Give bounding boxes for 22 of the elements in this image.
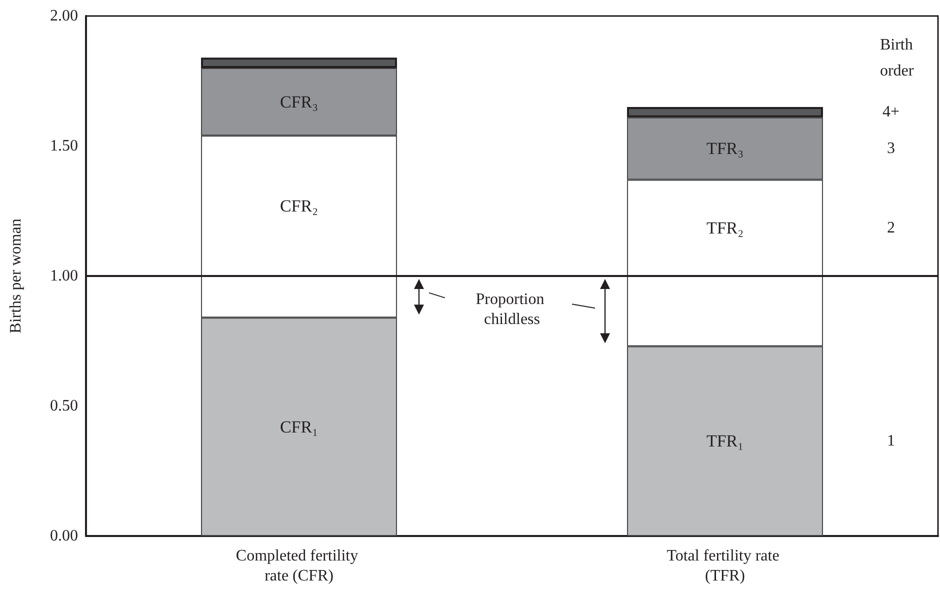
data-label: CFR₂ (280, 196, 318, 216)
legend-title: Birth order (880, 36, 917, 80)
y-tick-label: 0.00 (50, 528, 78, 544)
y-tick-label: 2.00 (50, 8, 78, 24)
y-tick-label: 1.00 (50, 268, 78, 284)
text: 4+ (882, 104, 900, 121)
bar (201, 58, 397, 68)
data-label: TFR₁ (706, 432, 744, 451)
data-label: TFR₂ (706, 218, 744, 238)
x-tick-label: Completed fertility rate (CFR) (236, 548, 362, 584)
data-label: CFR₁ (280, 417, 318, 436)
annotation: Proportion childless (476, 290, 548, 328)
text: 1 (886, 432, 895, 450)
y-tick-label: 0.50 (50, 398, 78, 414)
y-tick-label: 1.50 (50, 138, 78, 154)
y-axis-title: Births per woman (8, 218, 24, 334)
text: 2 (886, 219, 895, 236)
data-label: CFR₃ (280, 92, 318, 112)
text: 3 (886, 140, 895, 158)
bar (627, 107, 823, 118)
data-label: TFR₃ (706, 139, 744, 158)
x-tick-label: Total fertility rate (TFR) (666, 548, 784, 584)
